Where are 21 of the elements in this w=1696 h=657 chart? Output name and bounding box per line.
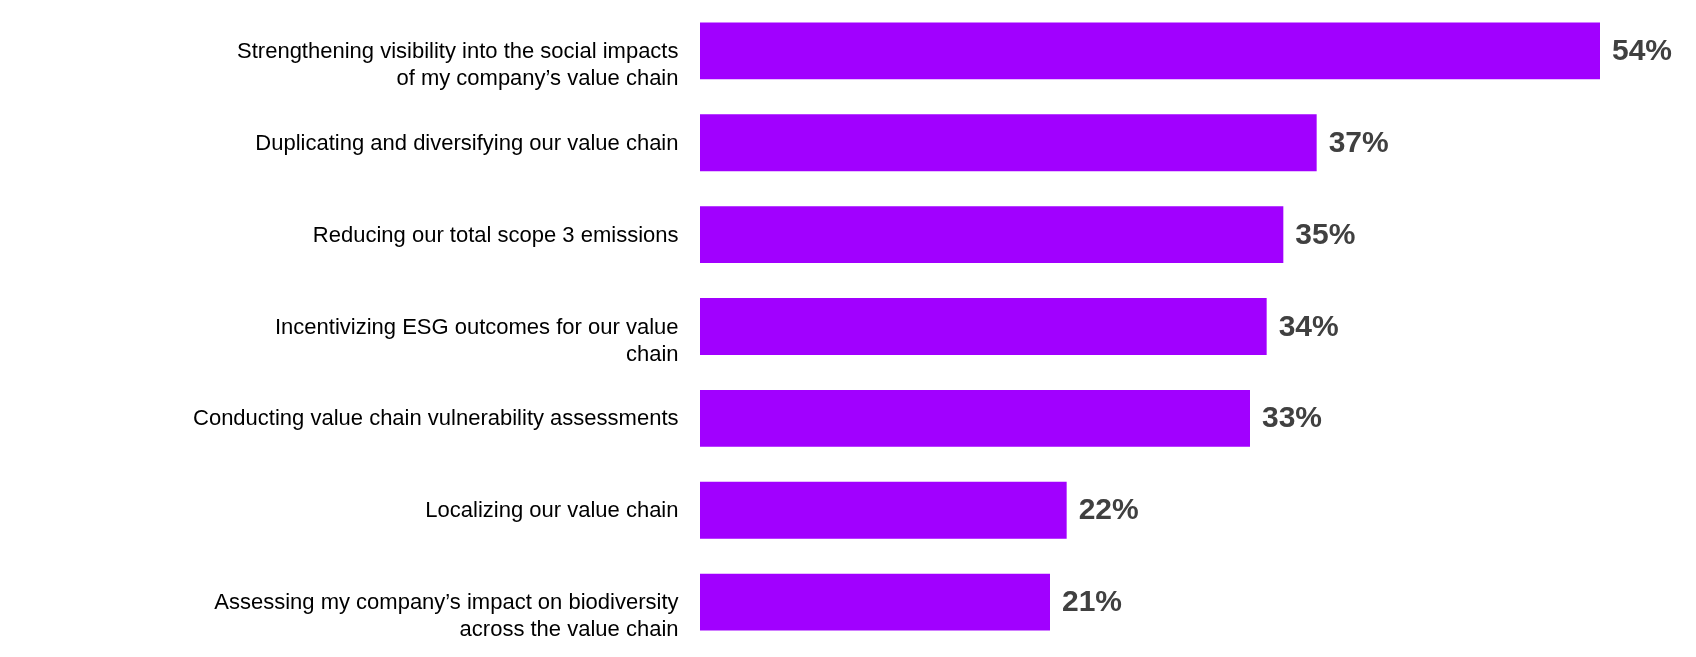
data-label: 21% bbox=[1062, 584, 1123, 618]
bar bbox=[700, 573, 1050, 631]
data-label: 54% bbox=[1612, 32, 1673, 66]
y-tick-label: Conducting value chain vulnerability assessments bbox=[193, 405, 679, 431]
y-tick-label: Localizing our value chain bbox=[425, 497, 679, 523]
bar bbox=[700, 206, 1284, 264]
data-label: 34% bbox=[1278, 308, 1339, 342]
y-tick-label: Reducing our total scope 3 emissions bbox=[312, 221, 679, 247]
data-label: 35% bbox=[1295, 216, 1356, 250]
data-label: 22% bbox=[1078, 492, 1139, 526]
bar bbox=[700, 114, 1317, 172]
data-label: 33% bbox=[1262, 400, 1323, 434]
y-tick-label: Duplicating and diversifying our value chain bbox=[255, 129, 679, 155]
bar bbox=[700, 389, 1250, 447]
y-tick-label: Strengthening visibility into the social impacts of my company’s value chain bbox=[237, 37, 679, 90]
bar bbox=[700, 22, 1600, 80]
y-tick-label: Assessing my company’s impact on biodiversity across the value chain bbox=[214, 589, 679, 642]
bar bbox=[700, 298, 1267, 355]
y-tick-label: Incentivizing ESG outcomes for our value chain bbox=[274, 313, 679, 366]
data-label: 37% bbox=[1328, 124, 1389, 158]
bar bbox=[700, 481, 1067, 539]
